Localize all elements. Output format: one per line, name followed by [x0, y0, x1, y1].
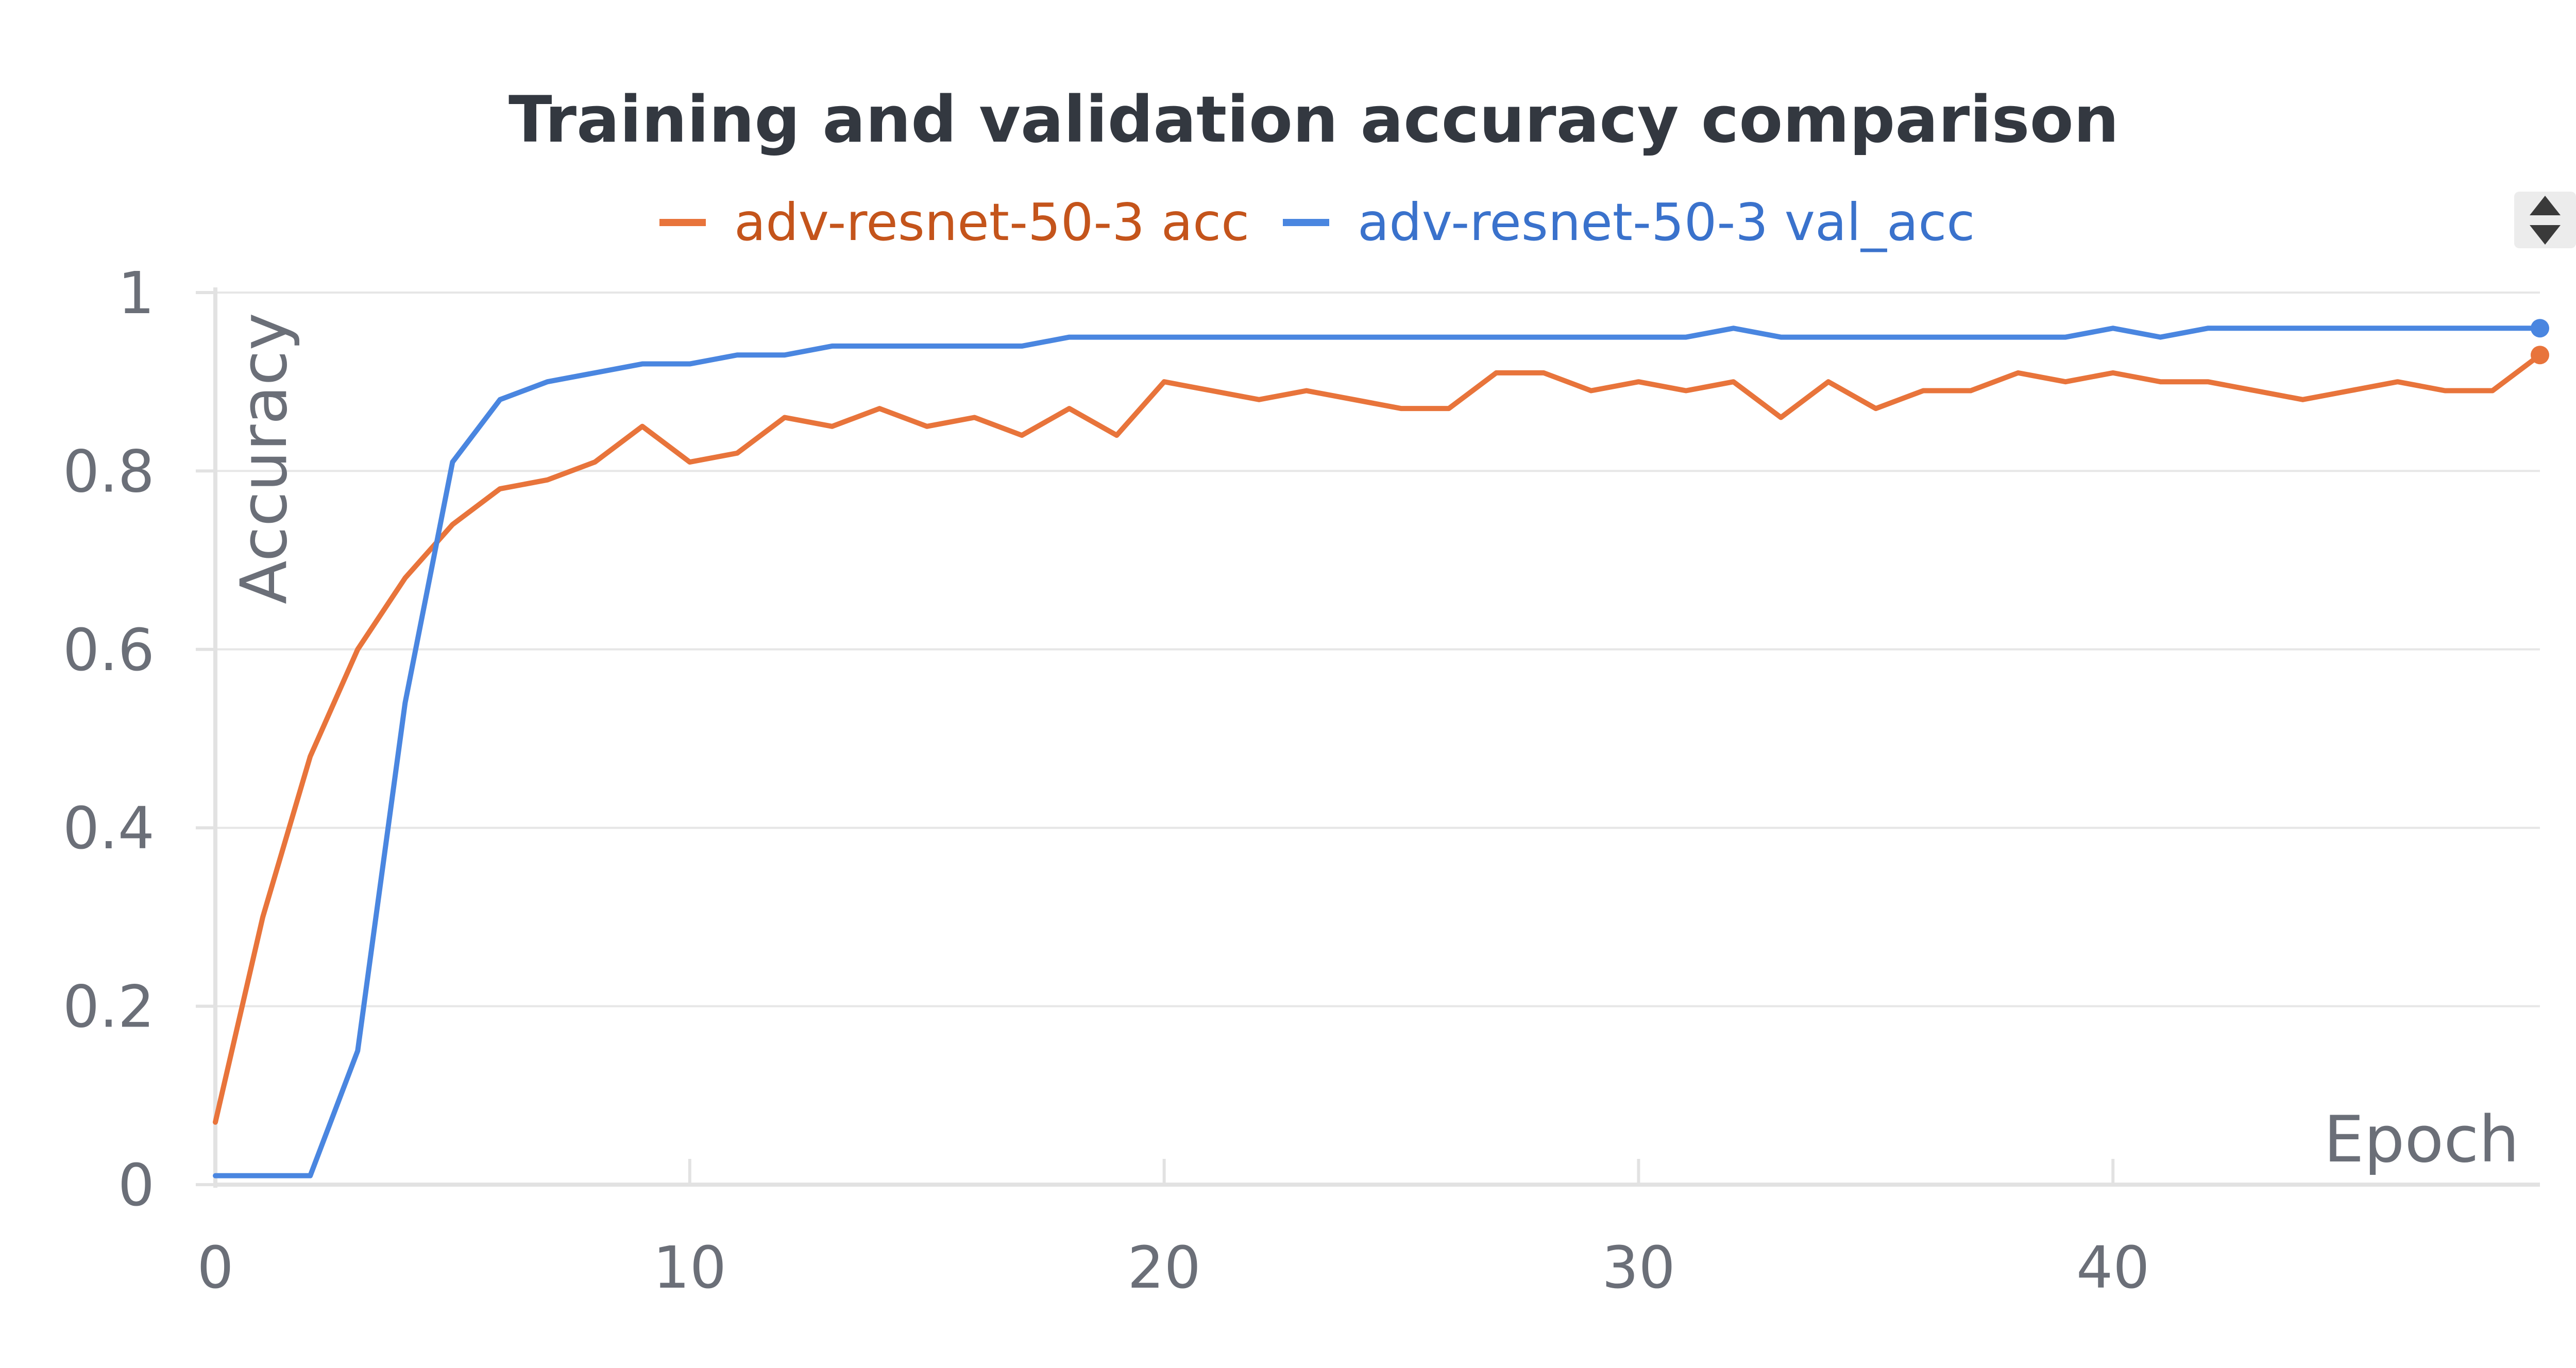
y-tick-label: 0.8	[63, 438, 155, 505]
y-axis-label: Accuracy	[227, 313, 301, 604]
series-line-0	[213, 352, 2543, 1125]
legend-entry-label[interactable]: adv-resnet-50-3 acc	[734, 192, 1249, 252]
y-tick-label: 1	[118, 260, 155, 327]
x-tick-label: 30	[1602, 1235, 1675, 1302]
series-1-point	[2397, 328, 2398, 329]
y-tick-label: 0.6	[63, 617, 155, 684]
series-1-point	[2302, 328, 2303, 329]
x-tick-label: 20	[1127, 1235, 1201, 1302]
series-1-point	[452, 462, 453, 463]
series-1-point	[310, 1175, 311, 1176]
series-0-point	[1401, 408, 1402, 409]
series-0-point	[2255, 390, 2256, 391]
y-tick-labels: 0 0.2 0.4 0.6 0.8 1	[63, 260, 215, 1219]
series-0-point	[879, 408, 880, 409]
series-0-point	[2302, 399, 2303, 400]
sort-icon[interactable]	[2514, 192, 2576, 248]
series-layer	[213, 319, 2549, 1178]
x-tick-label: 10	[653, 1235, 727, 1302]
series-0-point	[1211, 390, 1212, 391]
series-0-point	[689, 462, 690, 463]
y-tick-label: 0.2	[63, 974, 155, 1041]
y-tick-label: 0	[118, 1152, 155, 1219]
series-0-point	[1116, 435, 1117, 436]
series-0-point	[1875, 408, 1876, 409]
series-0-point	[1069, 408, 1070, 409]
legend-entry-label[interactable]: adv-resnet-50-3 val_acc	[1358, 192, 1975, 252]
legend[interactable]: adv-resnet-50-3 acc adv-resnet-50-3 val_a…	[659, 192, 1975, 252]
y-tick-label: 0.4	[63, 795, 155, 862]
chart-title: Training and validation accuracy compari…	[509, 83, 2119, 157]
series-0-point	[1496, 372, 1497, 373]
series-0-point	[1306, 390, 1307, 391]
series-0-point	[452, 524, 453, 525]
series-end-marker	[2531, 346, 2549, 365]
x-tick-label: 0	[197, 1235, 233, 1302]
gridlines	[215, 292, 2540, 1007]
series-0-point	[1353, 399, 1354, 400]
series-1-point	[215, 1175, 216, 1176]
x-tick-label: 40	[2076, 1235, 2150, 1302]
axes	[213, 287, 2540, 1188]
series-0-point	[2018, 372, 2019, 373]
series-1-point	[2255, 328, 2256, 329]
series-0-point	[2492, 390, 2493, 391]
series-line-1	[213, 326, 2543, 1178]
x-tick-labels: 0 10 20 30 40	[197, 1159, 2150, 1302]
series-0-point	[784, 417, 785, 418]
series-1-point	[2492, 328, 2493, 329]
x-axis-label: Epoch	[2324, 1103, 2519, 1177]
series-0-point	[310, 756, 311, 757]
series-end-marker	[2531, 319, 2549, 338]
series-1-point	[1733, 328, 1734, 329]
series-0-point	[974, 417, 975, 418]
